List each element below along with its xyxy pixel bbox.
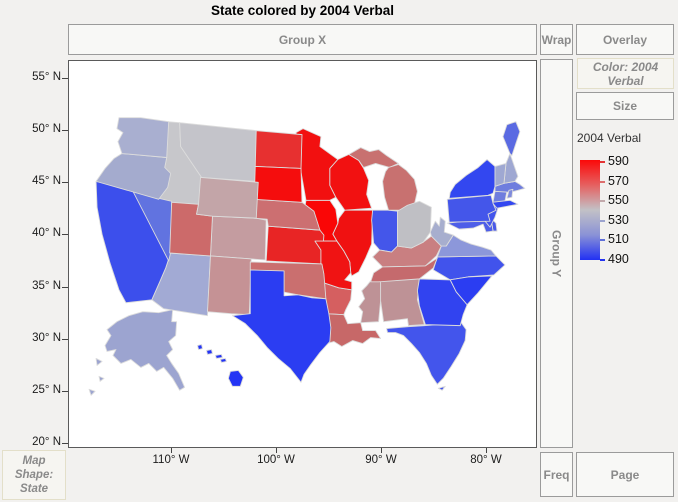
state-NC[interactable] (432, 255, 506, 281)
state-TN[interactable] (370, 257, 438, 283)
legend-gradient-bar[interactable] (580, 160, 600, 260)
legend-title: 2004 Verbal (577, 131, 642, 145)
state-NY[interactable] (491, 199, 519, 209)
legend-tick-label: 550 (608, 193, 629, 208)
legend-tick-mark (600, 219, 605, 222)
legend-tick-label: 510 (608, 232, 629, 247)
drop-zone-overlay[interactable]: Overlay (576, 24, 674, 55)
y-axis-tick-mark (62, 130, 68, 132)
drop-zone-color[interactable]: Color: 2004 Verbal (577, 58, 674, 89)
state-RI[interactable] (506, 188, 514, 199)
y-axis-tick-mark (62, 78, 68, 79)
page-title: State colored by 2004 Verbal (210, 3, 395, 18)
state-WI[interactable] (329, 154, 373, 211)
drop-zone-wrap-label: Wrap (541, 32, 572, 47)
state-AK[interactable] (88, 388, 96, 396)
x-axis-tick-label: 100° W (257, 454, 295, 466)
state-OR[interactable] (95, 153, 172, 200)
drop-zone-map-shape-line: Map (22, 455, 46, 467)
state-AK[interactable] (104, 309, 186, 391)
x-axis-tick-label: 90° W (365, 454, 397, 466)
state-FL[interactable] (386, 322, 467, 385)
map-plot-area[interactable] (68, 60, 537, 448)
y-axis-tick-label: 30° N (32, 331, 61, 344)
state-TX[interactable] (231, 269, 332, 383)
drop-zone-size[interactable]: Size (576, 92, 674, 120)
state-CO[interactable] (210, 215, 267, 261)
drop-zone-map-shape[interactable]: Map Shape: State (2, 450, 66, 500)
drop-zone-group-x[interactable]: Group X (68, 24, 537, 55)
state-IN[interactable] (371, 209, 398, 253)
drop-zone-color-label: Color: 2004 Verbal (592, 59, 659, 88)
y-axis-tick-label: 35° N (32, 279, 61, 292)
legend-tick-mark (600, 161, 605, 163)
state-HI[interactable] (227, 369, 244, 387)
state-WA[interactable] (116, 117, 170, 158)
state-MS[interactable] (358, 280, 382, 324)
state-AL[interactable] (378, 278, 425, 327)
y-axis-tick-label: 45° N (32, 175, 61, 188)
state-NM[interactable] (207, 255, 252, 316)
drop-zone-group-y[interactable]: Group Y (540, 59, 573, 448)
drop-zone-page-label: Page (610, 467, 640, 482)
state-AK[interactable] (98, 375, 105, 382)
y-axis-tick-label: 20° N (32, 436, 61, 448)
legend-tick-mark (600, 200, 605, 203)
legend-tick-mark (600, 180, 605, 183)
y-axis-tick-mark (62, 390, 68, 392)
state-SD[interactable] (253, 166, 303, 203)
legend-tick-label: 590 (608, 154, 629, 168)
state-KS[interactable] (265, 225, 325, 265)
y-axis-tick-label: 40° N (32, 227, 61, 240)
state-NH[interactable] (503, 153, 519, 184)
us-choropleth-map (88, 117, 526, 396)
drop-zone-freq-label: Freq (543, 467, 570, 482)
state-FL[interactable] (437, 385, 446, 391)
x-axis-tick-mark (276, 448, 277, 453)
drop-zone-overlay-label: Overlay (602, 32, 648, 47)
state-NY[interactable] (448, 159, 496, 199)
x-axis-tick-mark (381, 448, 382, 453)
x-axis-tick-label: 80° W (470, 454, 502, 466)
state-WY[interactable] (196, 176, 259, 219)
y-axis-tick-label: 50° N (32, 123, 61, 136)
legend-tick-label: 570 (608, 173, 629, 188)
state-HI[interactable] (215, 354, 223, 359)
x-axis-tick-label: 110° W (152, 454, 190, 466)
y-axis-tick-mark (62, 443, 68, 444)
y-axis-tick-label: 25° N (32, 383, 61, 396)
state-HI[interactable] (219, 358, 227, 363)
state-VT[interactable] (494, 163, 507, 187)
state-AK[interactable] (95, 358, 103, 366)
x-axis-tick-mark (171, 448, 172, 453)
legend-tick-label: 490 (608, 252, 629, 266)
state-HI[interactable] (206, 349, 213, 355)
state-ME[interactable] (502, 121, 521, 156)
state-SC[interactable] (449, 275, 493, 306)
y-axis-tick-mark (62, 286, 68, 288)
drop-zone-group-x-label: Group X (278, 32, 327, 47)
state-HI[interactable] (197, 344, 203, 350)
drop-zone-freq[interactable]: Freq (540, 452, 573, 497)
y-axis-tick-mark (62, 182, 68, 184)
drop-zone-size-label: Size (612, 99, 637, 113)
state-PA[interactable] (446, 194, 497, 223)
legend-tick-label: 530 (608, 212, 629, 227)
drop-zone-map-shape-line: Shape: (14, 469, 54, 481)
y-axis-tick-mark (62, 338, 68, 340)
legend-tick-mark (600, 259, 605, 261)
state-WV[interactable] (429, 216, 454, 247)
y-axis-tick-mark (62, 234, 68, 236)
drop-zone-map-shape-line: State (19, 483, 49, 495)
state-ND[interactable] (254, 130, 303, 169)
drop-zone-group-y-label: Group Y (549, 229, 564, 278)
legend-tick-mark (600, 239, 605, 242)
y-axis-tick-label: 55° N (32, 71, 61, 83)
drop-zone-page[interactable]: Page (576, 452, 674, 497)
drop-zone-wrap[interactable]: Wrap (540, 24, 573, 55)
x-axis-tick-mark (486, 448, 487, 453)
